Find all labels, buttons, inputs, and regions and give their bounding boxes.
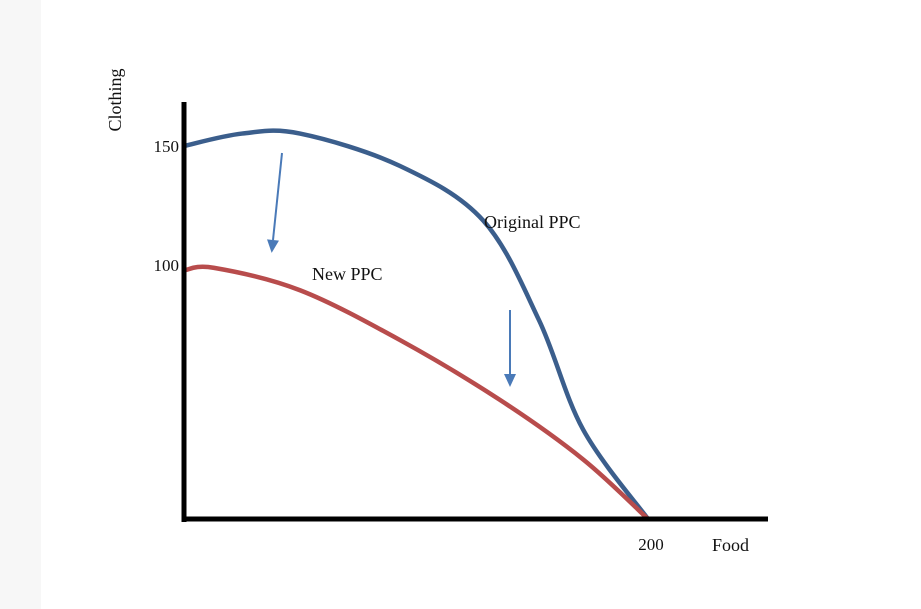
y-tick-150: 150 — [154, 137, 180, 156]
shift-arrow-right — [504, 310, 516, 387]
left-margin-strip — [0, 0, 41, 609]
x-axis-label: Food — [712, 535, 749, 555]
original-ppc-curve — [181, 128, 651, 522]
new-ppc-curve — [181, 264, 651, 522]
label-original-ppc: Original PPC — [484, 212, 581, 232]
y-tick-100: 100 — [154, 256, 180, 275]
label-new-ppc: New PPC — [312, 264, 383, 284]
shift-arrow-left — [267, 152, 283, 253]
x-tick-200: 200 — [638, 535, 664, 554]
y-axis-label: Clothing — [105, 68, 125, 131]
